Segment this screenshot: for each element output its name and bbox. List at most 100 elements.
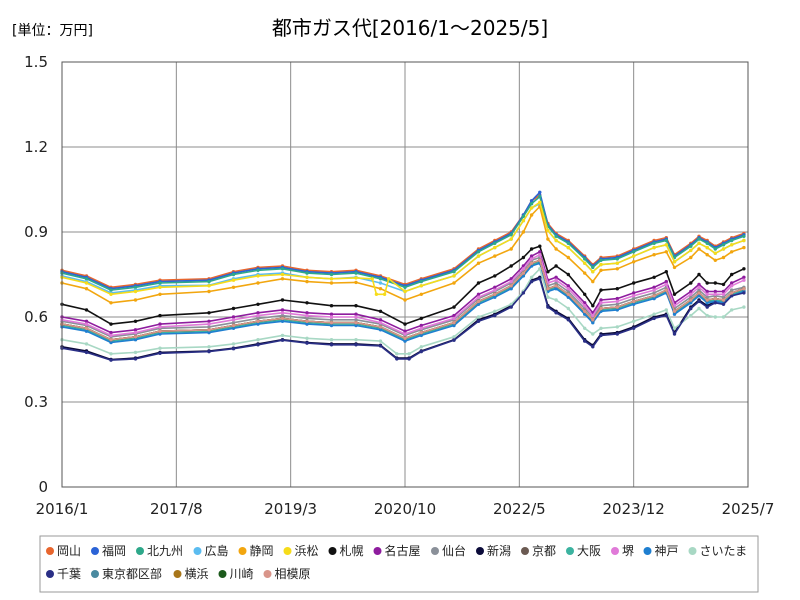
data-point bbox=[713, 251, 717, 255]
data-point bbox=[697, 241, 701, 245]
series-浜松 bbox=[60, 200, 746, 296]
data-point bbox=[721, 292, 726, 296]
legend-item: 大阪 bbox=[566, 544, 601, 558]
data-point bbox=[554, 264, 558, 268]
legend-marker bbox=[46, 547, 54, 555]
data-point bbox=[84, 329, 89, 333]
data-point bbox=[632, 296, 636, 301]
data-point bbox=[721, 255, 726, 260]
data-point bbox=[207, 284, 211, 288]
data-point bbox=[632, 299, 636, 304]
data-point bbox=[476, 299, 481, 304]
data-point bbox=[554, 298, 558, 302]
legend-label: 北九州 bbox=[147, 544, 183, 558]
data-point bbox=[705, 241, 709, 245]
data-point bbox=[378, 287, 383, 291]
data-point bbox=[378, 277, 383, 281]
data-point bbox=[329, 281, 334, 285]
data-point bbox=[133, 285, 138, 289]
data-point bbox=[730, 238, 734, 243]
data-point bbox=[546, 305, 550, 309]
data-point bbox=[509, 279, 513, 284]
data-point bbox=[697, 282, 701, 287]
data-point bbox=[231, 272, 236, 277]
data-point bbox=[529, 261, 534, 265]
data-point bbox=[476, 315, 481, 319]
data-point bbox=[305, 316, 309, 321]
data-point bbox=[354, 338, 358, 342]
data-point bbox=[721, 295, 726, 299]
data-point bbox=[452, 305, 456, 309]
x-tick-label: 2025/7 bbox=[722, 500, 775, 518]
series-line bbox=[61, 195, 745, 291]
data-point bbox=[419, 316, 423, 321]
data-point bbox=[382, 292, 387, 296]
data-point bbox=[109, 301, 113, 305]
legend-label: 静岡 bbox=[250, 544, 274, 558]
data-point bbox=[730, 243, 734, 247]
data-point bbox=[697, 294, 701, 298]
data-point bbox=[583, 257, 587, 261]
data-point bbox=[452, 274, 456, 278]
data-point bbox=[652, 312, 656, 316]
y-tick-label: 1.2 bbox=[24, 138, 48, 156]
unit-label: [単位：万円] bbox=[12, 23, 93, 39]
data-point bbox=[256, 313, 260, 318]
data-point bbox=[632, 291, 636, 295]
data-point bbox=[207, 345, 211, 349]
data-point bbox=[721, 247, 726, 251]
data-point bbox=[158, 325, 162, 329]
data-point bbox=[329, 304, 334, 308]
data-point bbox=[697, 285, 701, 289]
x-tick-label: 2017/8 bbox=[150, 500, 203, 518]
data-point bbox=[521, 271, 526, 275]
data-point bbox=[231, 321, 236, 325]
data-point bbox=[378, 309, 383, 313]
data-point bbox=[591, 321, 595, 325]
data-point bbox=[566, 272, 570, 277]
data-point bbox=[452, 338, 456, 342]
data-point bbox=[554, 275, 558, 279]
data-point bbox=[133, 357, 138, 361]
data-point bbox=[697, 247, 701, 251]
data-point bbox=[529, 254, 534, 258]
legend-marker bbox=[136, 547, 144, 555]
data-point bbox=[158, 292, 162, 296]
data-point bbox=[697, 291, 701, 295]
data-point bbox=[329, 343, 334, 347]
series-名古屋 bbox=[60, 250, 746, 335]
data-point bbox=[305, 319, 309, 323]
data-point bbox=[672, 292, 677, 296]
data-point bbox=[84, 322, 89, 326]
data-point bbox=[133, 289, 138, 294]
data-point bbox=[354, 343, 358, 347]
data-point bbox=[566, 287, 570, 291]
data-point bbox=[231, 315, 236, 319]
x-tick-label: 2016/1 bbox=[36, 500, 89, 518]
data-point bbox=[256, 338, 260, 342]
data-point bbox=[546, 270, 550, 274]
data-point bbox=[231, 278, 236, 282]
legend-marker bbox=[263, 570, 272, 578]
data-point bbox=[84, 342, 89, 346]
series-line bbox=[61, 256, 745, 338]
data-point bbox=[599, 268, 603, 272]
x-tick-label: 2023/12 bbox=[603, 500, 665, 518]
legend-marker bbox=[193, 547, 202, 555]
data-point bbox=[583, 339, 587, 343]
data-point bbox=[354, 312, 358, 316]
data-point bbox=[109, 330, 113, 335]
data-point bbox=[84, 308, 89, 312]
data-point bbox=[599, 306, 603, 311]
data-point bbox=[689, 248, 693, 253]
data-point bbox=[599, 326, 603, 330]
data-point bbox=[705, 289, 709, 294]
data-point bbox=[521, 230, 526, 234]
legend-label: 千葉 bbox=[57, 567, 81, 581]
legend-box bbox=[39, 535, 759, 593]
data-point bbox=[599, 301, 603, 305]
data-point bbox=[721, 298, 726, 302]
data-point bbox=[509, 284, 513, 288]
data-point bbox=[705, 292, 709, 296]
